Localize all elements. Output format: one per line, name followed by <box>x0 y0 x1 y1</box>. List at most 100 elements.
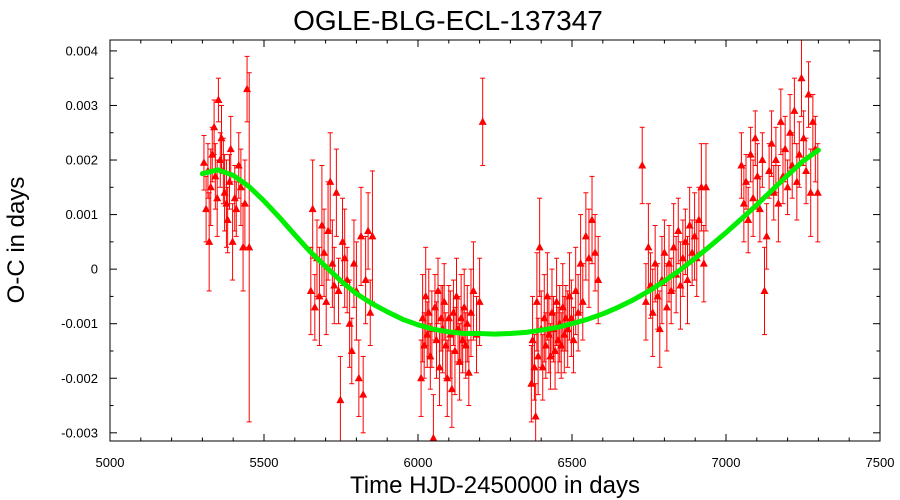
data-point-168 <box>760 246 769 336</box>
triangle-marker <box>546 351 555 360</box>
triangle-marker <box>240 199 249 207</box>
triangle-marker <box>758 155 767 164</box>
data-point-89 <box>469 241 478 341</box>
triangle-marker <box>447 384 456 393</box>
y-tick-label: -0.003 <box>61 425 98 440</box>
x-axis-title: Time HJD-2450000 in days <box>350 472 640 499</box>
data-point-42 <box>338 197 347 287</box>
y-axis: -0.003 -0.002 -0.001 0 0.001 0.002 0.003 0.004 <box>61 43 880 440</box>
triangle-marker <box>802 166 811 174</box>
data-point-54 <box>366 279 375 347</box>
data-point-73 <box>443 339 452 417</box>
data-point-67 <box>434 257 443 325</box>
y-tick-label: 0.001 <box>65 207 98 222</box>
triangle-marker <box>336 395 345 404</box>
data-point-164 <box>751 110 760 166</box>
triangle-marker <box>531 411 540 420</box>
data-point-26 <box>245 72 254 423</box>
triangle-marker <box>239 242 248 251</box>
data-point-95 <box>530 334 539 401</box>
triangle-marker <box>655 324 664 333</box>
data-point-25 <box>243 55 252 123</box>
triangle-marker <box>804 90 813 98</box>
triangle-marker <box>534 351 543 360</box>
triangle-marker <box>322 297 331 305</box>
triangle-marker <box>701 182 710 191</box>
triangle-marker <box>781 144 790 153</box>
triangle-marker <box>228 237 237 245</box>
data-point-28 <box>308 159 317 259</box>
data-point-173 <box>771 126 780 194</box>
triangle-marker <box>527 379 536 387</box>
data-point-66 <box>432 301 441 379</box>
data-point-50 <box>357 186 366 287</box>
triangle-marker <box>594 275 603 284</box>
triangle-marker <box>208 150 217 158</box>
data-point-187 <box>804 61 813 128</box>
triangle-marker <box>569 335 578 344</box>
triangle-marker <box>216 155 225 164</box>
data-point-161 <box>744 186 753 254</box>
triangle-marker <box>638 160 647 169</box>
triangle-marker <box>576 259 585 267</box>
data-point-6 <box>210 99 219 156</box>
triangle-marker <box>475 297 484 305</box>
triangle-marker <box>308 204 317 213</box>
triangle-marker <box>455 357 464 365</box>
triangle-marker <box>435 362 444 371</box>
triangle-marker <box>232 204 241 213</box>
triangle-marker <box>584 253 593 262</box>
data-point-51 <box>359 355 368 434</box>
data-point-131 <box>641 263 650 341</box>
triangle-marker <box>450 346 459 354</box>
data-point-129 <box>594 235 603 325</box>
triangle-marker <box>326 177 335 185</box>
triangle-marker <box>648 308 657 316</box>
triangle-marker <box>213 193 222 202</box>
triangle-marker <box>665 259 674 267</box>
triangle-marker <box>591 248 600 256</box>
triangle-marker <box>357 231 366 240</box>
data-point-29 <box>310 274 319 341</box>
triangle-marker <box>206 182 215 191</box>
triangle-marker <box>538 362 547 371</box>
triangle-marker <box>797 73 806 82</box>
triangle-marker <box>767 139 776 147</box>
triangle-marker <box>749 193 758 202</box>
data-point-183 <box>795 121 804 188</box>
triangle-marker <box>226 144 235 153</box>
triangle-marker <box>368 231 377 240</box>
data-point-126 <box>584 208 593 308</box>
triangle-marker <box>574 308 583 316</box>
triangle-marker <box>306 286 315 294</box>
data-point-0 <box>199 134 208 191</box>
triangle-marker <box>359 390 368 398</box>
triangle-marker <box>552 297 561 305</box>
data-point-175 <box>776 88 785 156</box>
triangle-marker <box>578 297 587 305</box>
triangle-marker <box>551 346 560 354</box>
triangle-marker <box>332 188 341 196</box>
triangle-marker <box>469 286 478 294</box>
y-tick-label: 0 <box>91 262 98 277</box>
triangle-marker <box>699 259 708 267</box>
data-point-178 <box>783 159 792 216</box>
data-point-46 <box>347 317 356 385</box>
data-point-94 <box>528 295 537 385</box>
triangle-marker <box>641 297 650 305</box>
triangle-marker <box>366 308 375 316</box>
triangle-marker <box>667 286 676 294</box>
y-tick-label: 0.004 <box>65 43 98 58</box>
data-point-127 <box>588 175 597 265</box>
data-point-128 <box>591 214 600 292</box>
triangle-marker <box>354 373 363 382</box>
triangle-marker <box>746 150 755 158</box>
data-point-160 <box>742 154 751 210</box>
triangle-marker <box>795 150 804 158</box>
triangle-marker <box>214 95 223 104</box>
data-point-18 <box>228 203 237 281</box>
y-tick-label: 0.002 <box>65 153 98 168</box>
x-tick-label: 5000 <box>96 455 125 470</box>
x-tick-label: 5500 <box>250 455 279 470</box>
